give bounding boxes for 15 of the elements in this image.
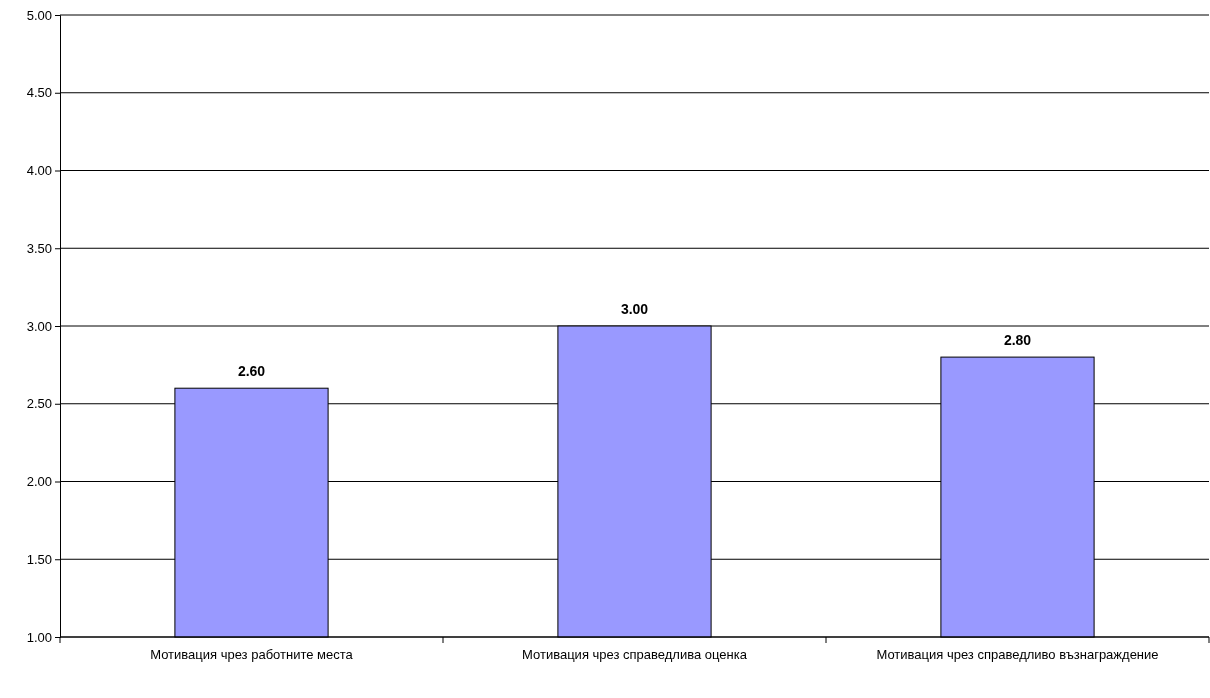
y-tick-label: 5.00 xyxy=(26,7,52,23)
y-tick-label: 1.50 xyxy=(26,551,52,567)
y-tick-label: 4.00 xyxy=(26,163,52,179)
y-tick-label: 1.00 xyxy=(26,629,52,645)
y-tick-label: 4.50 xyxy=(26,85,52,101)
y-tick-label: 3.00 xyxy=(26,318,52,334)
data-label: 2.60 xyxy=(237,363,266,380)
y-tick-label: 3.50 xyxy=(26,240,52,256)
x-tick-label: Мотивация чрез справедливо възнаграждение xyxy=(876,647,1159,662)
data-label: 2.80 xyxy=(1003,332,1032,349)
x-tick-label: Мотивация чрез работните места xyxy=(150,647,354,662)
data-label: 3.00 xyxy=(620,301,649,317)
y-tick-label: 2.50 xyxy=(26,396,52,412)
y-tick-label: 2.00 xyxy=(26,474,52,490)
x-tick-label: Мотивация чрез справедлива оценка xyxy=(522,647,748,662)
